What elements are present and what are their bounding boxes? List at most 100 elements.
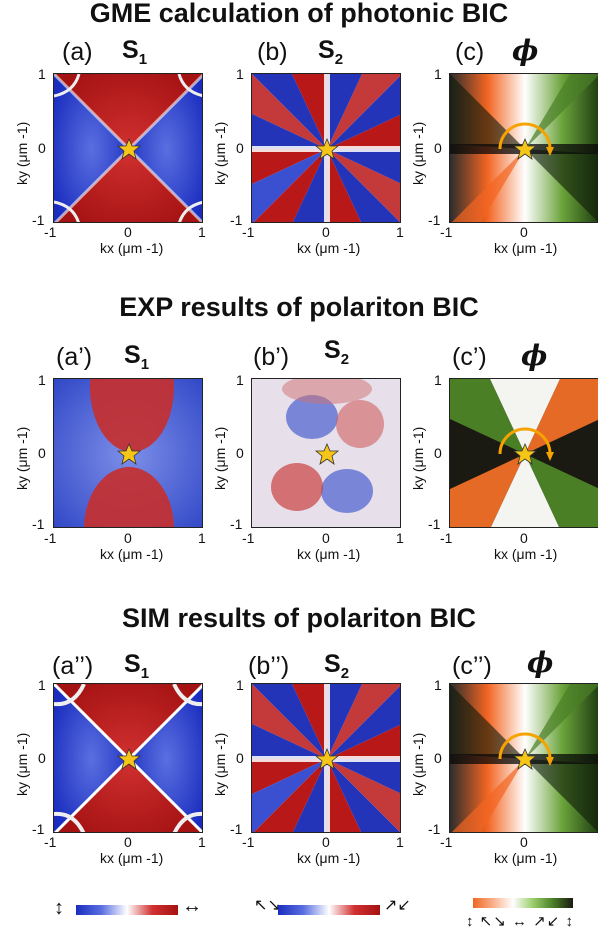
bic-star-icon: [512, 137, 538, 160]
diagonal-arrow-ne-icon: ↗↙: [384, 897, 411, 914]
xtick-0: 0: [520, 224, 528, 240]
panel-c2-letter: (c’): [452, 343, 487, 371]
xtick-0: 0: [124, 834, 132, 850]
panel-c3-letter: (c’’): [452, 652, 492, 680]
bic-star-icon: [116, 442, 142, 465]
ytick-neg1: -1: [428, 516, 441, 532]
ytick-0: 0: [434, 140, 442, 156]
xtick-neg1: -1: [44, 530, 57, 546]
plot-s1-gme: [53, 73, 203, 223]
diagonal-arrow-nw-icon: ↖↘: [254, 897, 281, 914]
xtick-neg1: -1: [440, 530, 453, 546]
plot-s2-gme: [251, 73, 401, 223]
xlabel: kx (μm -1): [494, 850, 558, 866]
ytick-1: 1: [38, 677, 46, 693]
ytick-1: 1: [434, 66, 442, 82]
xtick-neg1: -1: [440, 834, 453, 850]
panel-b3-qty: S2: [324, 650, 350, 682]
xtick-1: 1: [396, 834, 404, 850]
panel-c-letter: (c): [455, 38, 485, 66]
plot-phi-exp: [449, 378, 598, 528]
xtick-0: 0: [520, 530, 528, 546]
panel-b2-letter: (b’): [253, 343, 290, 371]
xtick-0: 0: [124, 530, 132, 546]
row3-title: SIM results of polariton BIC: [121, 603, 477, 633]
panel-c3-qty: ϕ: [527, 646, 554, 679]
ytick-neg1: -1: [428, 821, 441, 837]
panel-a3-letter: (a’’): [52, 652, 94, 680]
xlabel: kx (μm -1): [494, 546, 558, 562]
plot-s1-exp: [53, 378, 203, 528]
xtick-0: 0: [520, 834, 528, 850]
ylabel: ky (μm -1): [410, 121, 426, 185]
ytick-1: 1: [236, 66, 244, 82]
panel-b-letter: (b): [257, 38, 288, 66]
xlabel: kx (μm -1): [297, 240, 361, 256]
ytick-0: 0: [434, 445, 442, 461]
xlabel: kx (μm -1): [494, 240, 558, 256]
bic-star-icon: [314, 747, 340, 770]
ytick-neg1: -1: [428, 212, 441, 228]
xtick-neg1: -1: [44, 834, 57, 850]
ylabel: ky (μm -1): [212, 732, 228, 796]
ytick-1: 1: [434, 372, 442, 388]
xtick-0: 0: [124, 224, 132, 240]
ytick-1: 1: [38, 372, 46, 388]
panel-c-qty: ϕ: [512, 34, 539, 67]
ytick-neg1: -1: [32, 212, 45, 228]
ylabel: ky (μm -1): [410, 732, 426, 796]
panel-b-qty: S2: [318, 36, 344, 68]
ytick-1: 1: [434, 677, 442, 693]
panel-a-letter: (a): [62, 38, 93, 66]
xtick-0: 0: [322, 224, 330, 240]
xlabel: kx (μm -1): [297, 850, 361, 866]
ytick-0: 0: [38, 140, 46, 156]
xtick-1: 1: [198, 834, 206, 850]
panel-a2-qty: S1: [124, 341, 150, 373]
xtick-neg1: -1: [440, 224, 453, 240]
xtick-1: 1: [396, 530, 404, 546]
xtick-neg1: -1: [242, 530, 255, 546]
xlabel: kx (μm -1): [297, 546, 361, 562]
ytick-neg1: -1: [230, 516, 243, 532]
xtick-0: 0: [322, 834, 330, 850]
plot-s2-exp: [251, 378, 401, 528]
phi-arrows-icon: ↕ ↖↘ ↔ ↗↙ ↕: [466, 913, 574, 930]
panel-a2-letter: (a’): [56, 343, 93, 371]
ytick-0: 0: [236, 750, 244, 766]
bic-star-icon: [512, 442, 538, 465]
plot-s2-sim: [251, 683, 401, 833]
xlabel: kx (μm -1): [100, 850, 164, 866]
ytick-neg1: -1: [32, 821, 45, 837]
s1-colorbar: [76, 905, 178, 915]
xlabel: kx (μm -1): [100, 240, 164, 256]
vertical-arrow-icon: ↕: [54, 897, 64, 919]
ytick-1: 1: [236, 372, 244, 388]
plot-phi-sim: [449, 683, 598, 833]
bic-star-icon: [314, 442, 340, 465]
row2-title: EXP results of polariton BIC: [119, 292, 479, 322]
horizontal-arrow-icon: ↔: [182, 895, 202, 917]
ytick-1: 1: [236, 677, 244, 693]
plot-phi-gme: [449, 73, 598, 223]
ylabel: ky (μm -1): [212, 121, 228, 185]
panel-b3-letter: (b’’): [248, 652, 290, 680]
bic-star-icon: [116, 137, 142, 160]
ylabel: ky (μm -1): [14, 121, 30, 185]
ylabel: ky (μm -1): [14, 732, 30, 796]
ytick-0: 0: [38, 750, 46, 766]
ylabel: ky (μm -1): [410, 426, 426, 490]
ytick-neg1: -1: [32, 516, 45, 532]
ytick-0: 0: [236, 445, 244, 461]
s2-colorbar: [278, 905, 380, 915]
ytick-neg1: -1: [230, 821, 243, 837]
xtick-neg1: -1: [44, 224, 57, 240]
plot-s1-sim: [53, 683, 203, 833]
xtick-neg1: -1: [242, 224, 255, 240]
ytick-0: 0: [236, 140, 244, 156]
ytick-1: 1: [38, 66, 46, 82]
ytick-0: 0: [38, 445, 46, 461]
ytick-0: 0: [434, 750, 442, 766]
row1-title: GME calculation of photonic BIC: [89, 0, 509, 28]
xtick-neg1: -1: [242, 834, 255, 850]
